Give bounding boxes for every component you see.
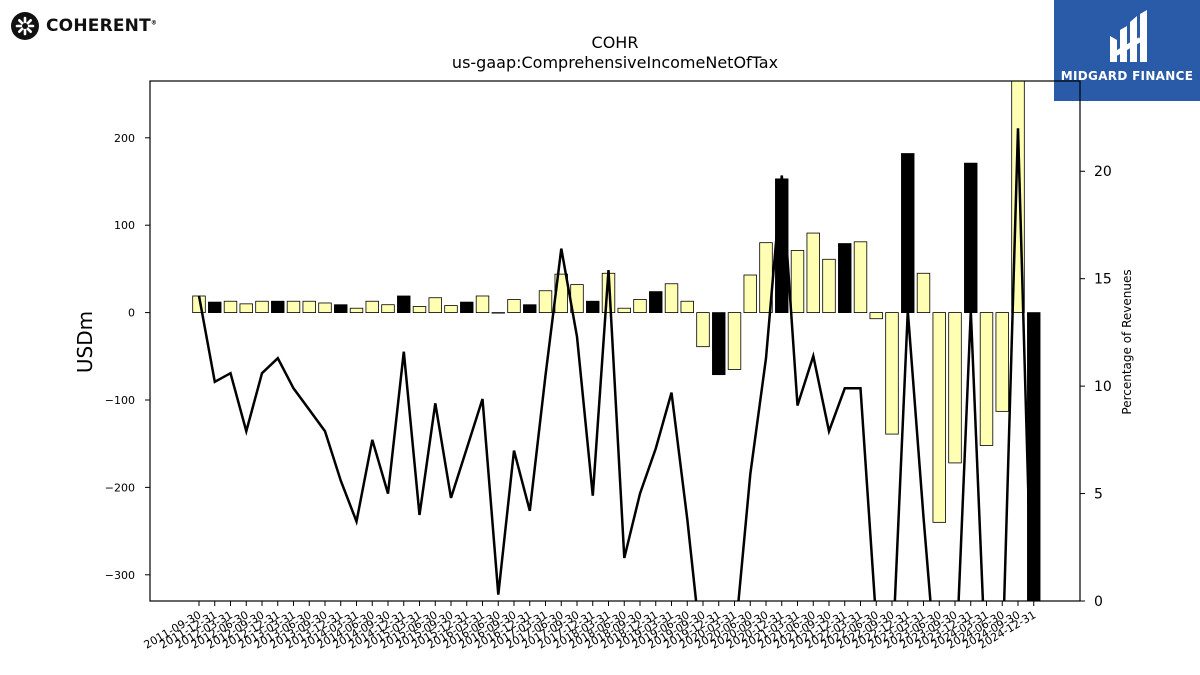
bar: [523, 304, 537, 313]
bar: [696, 312, 710, 348]
bar: [617, 307, 631, 313]
bar: [743, 274, 757, 313]
y2-axis-label: Percentage of Revenues: [1120, 269, 1134, 414]
bar: [964, 162, 978, 313]
bar: [901, 153, 915, 313]
bar: [286, 300, 301, 313]
bar: [381, 304, 395, 313]
bar: [223, 300, 238, 313]
watermark-logo: MIDGARD FINANCE: [1054, 0, 1200, 101]
company-logo-text: COHERENT®: [46, 16, 158, 36]
bar: [397, 295, 411, 313]
y2-tick-label: 15: [1094, 272, 1112, 288]
y-tick-label: 100: [114, 219, 135, 232]
midgard-emblem-icon: [1110, 10, 1147, 62]
y2-tick-label: 0: [1094, 594, 1103, 610]
bar: [680, 300, 694, 313]
bar: [491, 312, 505, 314]
bar: [822, 258, 836, 313]
y-tick-label: 200: [114, 132, 135, 145]
bar: [271, 300, 285, 313]
watermark-text: MIDGARD FINANCE: [1060, 69, 1194, 83]
bar: [916, 272, 931, 313]
bar: [712, 312, 726, 376]
bar: [979, 312, 994, 446]
y2-tick-label: 20: [1094, 164, 1112, 180]
bar: [365, 300, 379, 313]
bar: [334, 304, 348, 313]
bar: [239, 303, 253, 313]
y-tick-label: −100: [105, 394, 135, 407]
bar: [664, 283, 679, 313]
company-logo: COHERENT®: [10, 10, 157, 42]
bar: [538, 290, 553, 313]
bar: [885, 312, 899, 435]
chart-subtitle: us-gaap:ComprehensiveIncomeNetOfTax: [452, 53, 778, 72]
y2-tick-label: 5: [1094, 487, 1103, 503]
coherent-emblem-icon: [11, 12, 39, 40]
bar: [633, 299, 647, 313]
bar: [302, 300, 316, 313]
bar: [932, 312, 946, 523]
y-axis-label: USDm: [73, 311, 97, 373]
bar: [349, 307, 364, 313]
bar: [444, 305, 458, 313]
bar: [838, 243, 852, 313]
bar: [208, 301, 222, 313]
bar: [806, 232, 820, 313]
y-tick-label: 0: [128, 307, 135, 320]
bar: [428, 297, 442, 313]
y-tick-label: −200: [105, 481, 135, 494]
bar: [318, 302, 332, 313]
chart-title: COHR: [592, 33, 639, 52]
bar: [255, 300, 269, 313]
bar: [586, 300, 600, 313]
bar: [948, 312, 962, 464]
y-tick-label: −300: [105, 569, 135, 582]
bar: [995, 312, 1009, 412]
bar: [790, 250, 805, 313]
plot-frame: [149, 80, 1081, 602]
y2-tick-label: 10: [1094, 379, 1112, 395]
bar: [727, 312, 742, 370]
bar: [460, 301, 474, 313]
bar: [869, 312, 883, 320]
bar: [649, 291, 663, 313]
percentage-line: [197, 128, 1033, 601]
bar: [475, 295, 490, 313]
bar: [507, 299, 521, 313]
bar: [412, 306, 427, 313]
bar: [853, 241, 868, 313]
